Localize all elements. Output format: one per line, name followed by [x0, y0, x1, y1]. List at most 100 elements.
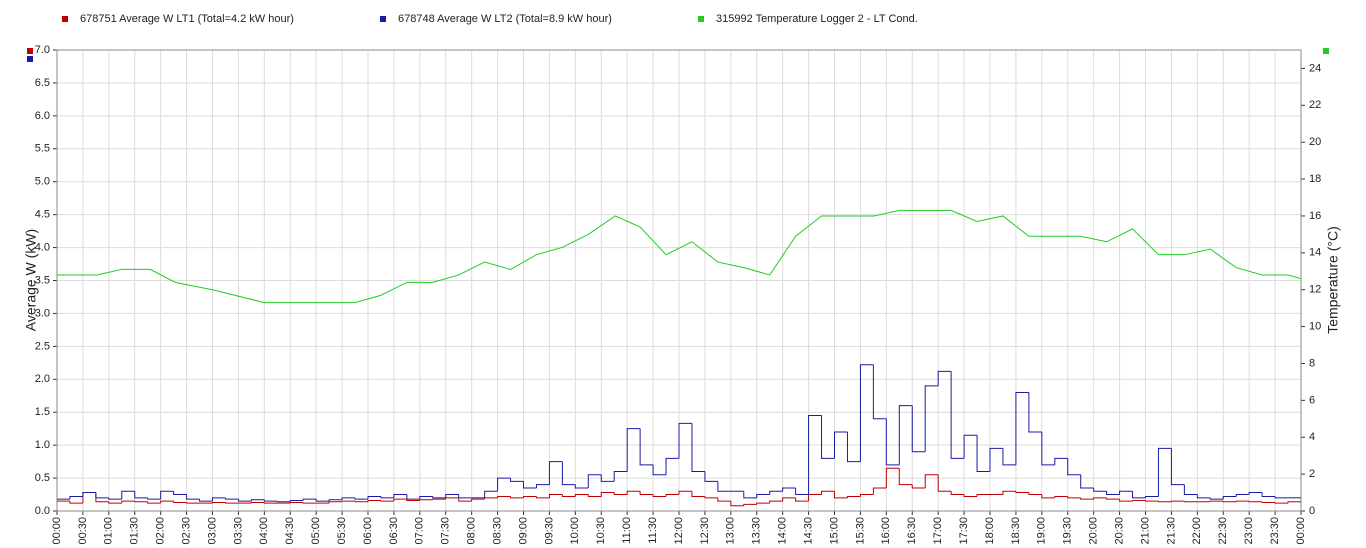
step-segment [613, 492, 628, 496]
step-segment [924, 385, 939, 452]
step-segment [1093, 487, 1107, 492]
y2-tick-label: 10 [1309, 321, 1321, 333]
step-segment [212, 501, 226, 504]
step-segment [1106, 497, 1120, 500]
step-segment [665, 494, 679, 497]
y-tick-label: 4.0 [35, 241, 50, 253]
x-tick-label: 21:00 [1139, 517, 1151, 545]
legend-label: 678748 Average W LT2 (Total=8.9 kW hour) [398, 13, 612, 25]
step-segment [911, 484, 926, 489]
step-segment [367, 499, 381, 502]
x-tick-label: 15:00 [828, 517, 840, 545]
step-segment [1054, 496, 1068, 498]
step-segment [1287, 501, 1301, 504]
step-segment [212, 497, 226, 502]
legend-swatch [698, 16, 704, 22]
step-segment [523, 496, 537, 498]
step-segment [315, 499, 330, 502]
x-tick-label: 23:30 [1269, 517, 1281, 545]
x-tick-label: 10:30 [595, 517, 607, 545]
x-tick-label: 18:30 [1010, 517, 1022, 545]
x-tick-label: 14:00 [777, 517, 789, 545]
plot-frame [56, 49, 1302, 512]
step-segment [510, 478, 524, 482]
y-axis-label: Average W (kW) [23, 229, 39, 331]
y-tick-label: 6.5 [35, 77, 50, 89]
step-segment [548, 461, 563, 485]
x-tick-label: 05:30 [336, 517, 348, 545]
y-tick-label: 3.5 [35, 274, 50, 286]
step-segment [587, 474, 602, 488]
step-segment [976, 494, 990, 497]
y2-tick-label: 16 [1309, 210, 1321, 222]
step-segment [1080, 474, 1094, 489]
step-segment [1119, 499, 1133, 502]
step-segment [704, 496, 718, 499]
step-segment [328, 499, 343, 502]
x-tick-label: 17:30 [958, 517, 970, 545]
step-segment [782, 487, 796, 492]
step-segment [134, 501, 148, 503]
step-segment [561, 494, 576, 498]
step-segment [471, 498, 485, 502]
x-tick-label: 08:00 [466, 517, 478, 545]
step-segment [147, 497, 161, 500]
x-tick-label: 09:30 [543, 517, 555, 545]
step-segment [717, 497, 731, 502]
x-tick-label: 16:30 [906, 517, 918, 545]
x-tick-label: 11:30 [647, 517, 659, 544]
step-segment [458, 494, 472, 499]
step-segment [1132, 499, 1146, 502]
step-segment [108, 501, 122, 504]
step-segment [341, 497, 356, 500]
step-segment [186, 502, 200, 504]
y-tick-label: 5.0 [35, 176, 50, 188]
step-segment [846, 496, 861, 498]
y2-tick-label: 2 [1309, 468, 1315, 480]
y2-tick-label: 18 [1309, 173, 1321, 185]
step-segment [160, 500, 174, 504]
step-segment [95, 492, 109, 499]
y2-tick-label: 6 [1309, 394, 1315, 406]
step-segment [652, 494, 667, 498]
step-segment [134, 491, 148, 499]
step-segment [406, 494, 420, 500]
step-segment [1132, 491, 1146, 499]
step-segment [237, 499, 252, 502]
step-segment [289, 499, 304, 502]
x-tick-label: 02:30 [180, 517, 192, 545]
y-tick-label: 6.0 [35, 110, 50, 122]
y2-tick-label: 8 [1309, 357, 1315, 369]
step-segment [782, 497, 796, 502]
step-segment [1183, 484, 1198, 496]
x-tick-label: 17:00 [932, 517, 944, 545]
y-tick-label: 3.0 [35, 307, 50, 319]
y-tick-label: 4.5 [35, 209, 50, 221]
step-segment [263, 502, 278, 504]
x-tick-label: 05:00 [310, 517, 322, 545]
step-segment [963, 494, 978, 498]
step-segment [147, 501, 161, 504]
step-segment [1209, 500, 1224, 502]
step-segment [497, 496, 511, 498]
x-tick-label: 12:30 [699, 517, 711, 545]
step-segment [1235, 500, 1250, 502]
x-tick-label: 03:30 [232, 517, 244, 545]
legend-swatch [62, 16, 68, 22]
step-segment [1261, 501, 1276, 503]
step-segment [1248, 492, 1263, 495]
step-segment [989, 447, 1003, 472]
y2-axis-label: Temperature (°C) [1325, 226, 1341, 334]
step-segment [69, 501, 83, 504]
step-segment [1002, 448, 1016, 466]
legend-swatch [380, 16, 386, 22]
step-segment [626, 428, 641, 472]
step-segment [224, 502, 239, 504]
x-tick-label: 01:30 [129, 517, 141, 545]
step-segment [821, 415, 835, 459]
step-segment [1145, 500, 1159, 502]
step-segment [937, 474, 952, 492]
step-segment [743, 491, 757, 499]
step-segment [976, 435, 990, 472]
